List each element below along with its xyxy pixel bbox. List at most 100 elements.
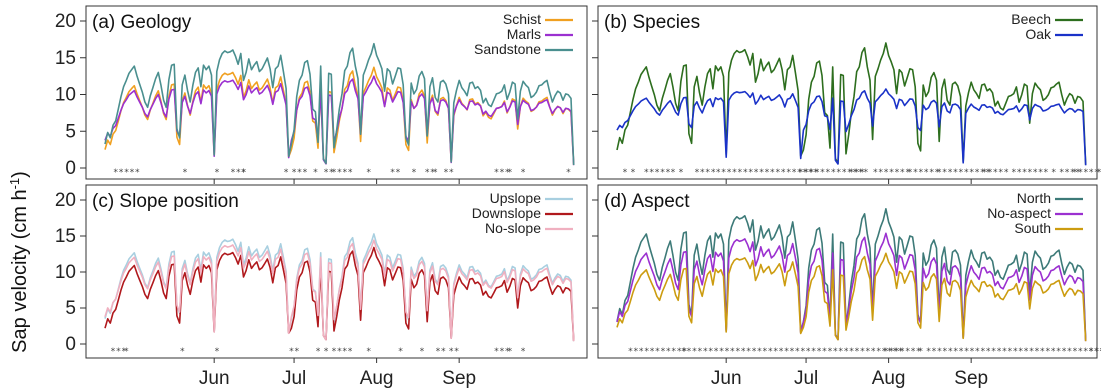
geology-significance-mark: * [214,168,219,178]
species-significance-mark: ******************* [716,168,819,178]
species-significance-mark: * [678,168,683,178]
geology-significance-mark: * [566,168,571,178]
geology-significance-mark: * [283,168,288,178]
species-significance-mark: ******* [873,168,911,178]
slope-significance-mark: * [214,347,219,357]
month-labels-right: Jun Jul Aug Sep [711,368,988,389]
species-significance-mark: * [630,168,635,178]
geology-series-sandstone [104,42,575,166]
month-label-left-Aug: Aug [360,368,394,389]
geology-legend-label-schist: Schist [503,11,541,27]
month-labels-left: Jun Jul Aug Sep [199,368,476,389]
species-series-oak [616,88,1087,166]
slope-significance-mark: ** [342,347,353,357]
aspect-legend-label-north: North [1017,190,1051,206]
geology-legend-label-sandstone: Sandstone [474,41,541,57]
y-axis-label-close: ) [9,171,31,178]
geology-significance-mark: *** [230,168,246,178]
slope-significance-mark: * [520,347,525,357]
geology-significance-mark: * [313,168,318,178]
y-axis-label-sup: -1 [7,178,22,190]
month-label-left-Sep: Sep [442,368,476,389]
geology-title: (a) Geology [92,12,192,33]
species-significance-mark: ****** [907,168,940,178]
slope-significance-mark: * [180,347,185,357]
species-significance-mark: * [670,168,675,178]
slope-significance-mark: *** [110,347,126,357]
month-label-left-Jun: Jun [199,368,230,389]
geology-significance-mark: * [241,168,246,178]
aspect-significance-mark: ****************************************… [681,347,903,357]
slope-significance-mark: ** [435,347,446,357]
geology-ytick-label-10: 10 [55,85,76,106]
slope-significance-mark: * [419,347,424,357]
aspect-series-south [616,252,1087,342]
geology-significance-mark: ***** [113,168,140,178]
species-significance-mark: *** [849,168,865,178]
geology-significance-mark: ** [390,168,401,178]
y-axis-label: Sap velocity (cm h-1) [7,171,32,353]
panel-slope: 0 5 10 15 20 (c) Slope position UpslopeDownslo… [55,184,588,363]
aspect-legend-label-south: South [1014,220,1051,236]
species-title: (b) Species [604,12,700,33]
species-frame [597,5,1098,180]
species-significance-mark: * [1051,168,1056,178]
slope-series-no-slope [104,239,575,342]
species-significance-mark: **** [694,168,716,178]
slope-significance-mark: * [323,347,328,357]
geology-significance-mark: * [182,168,187,178]
slope-ytick-label-20: 20 [55,190,76,211]
geology-legend-label-marls: Marls [507,26,541,42]
slope-title: (c) Slope position [92,191,239,212]
species-significance-mark: **** [1059,168,1081,178]
species-significance-mark: * [622,168,627,178]
species-significance-mark: ********** [937,168,991,178]
aspect-significance-mark: ******* [883,347,921,357]
slope-significance-mark: * [315,347,320,357]
geology-frame [85,5,588,180]
species-significance-mark: ***** [1072,168,1099,178]
slope-significance-mark: * [366,347,371,357]
aspect-significance-mark: **************************** [1088,347,1101,357]
slope-ytick-label-10: 10 [55,262,76,283]
y-axis-label-main: Sap velocity (cm h [9,189,31,352]
geology-significance-mark: ** [323,168,334,178]
month-label-right-Aug: Aug [872,368,906,389]
slope-significance-mark: * [398,347,403,357]
slope-significance-mark: ** [449,347,460,357]
month-label-right-Jun: Jun [711,368,742,389]
species-significance-mark: ***** [644,168,671,178]
species-significance-mark: ************* [798,168,868,178]
panel-aspect: (d) Aspect NorthNo-aspectSouth***********… [592,184,1101,363]
slope-legend-label-upslope: Upslope [490,190,542,206]
slope-legend-label-downslope: Downslope [472,205,541,221]
slope-series-downslope [104,246,575,342]
month-label-right-Sep: Sep [954,368,988,389]
geology-significance-mark: ** [443,168,454,178]
aspect-significance-mark: ********************************** [926,347,1101,357]
slope-significance-mark: ** [331,347,342,357]
slope-ytick-label-5: 5 [65,298,76,319]
slope-significance-mark: * [507,347,512,357]
aspect-significance-mark: * [918,347,923,357]
geology-significance-mark: * [411,168,416,178]
month-label-right-Jul: Jul [794,368,818,389]
slope-significance-mark: ** [289,347,300,357]
aspect-significance-mark: *********** [628,347,688,357]
geology-significance-mark: *** [291,168,307,178]
species-legend-label-beech: Beech [1011,11,1051,27]
geology-ytick-label-15: 15 [55,48,76,69]
slope-legend-label-no-slope: No-slope [485,220,541,236]
slope-ytick-label-0: 0 [65,334,76,355]
geology-ytick-label-5: 5 [65,121,76,142]
species-significance-mark: * [1043,168,1048,178]
slope-significance-mark: * [124,347,129,357]
geology-significance-mark: * [366,168,371,178]
aspect-title: (d) Aspect [604,191,690,212]
month-label-left-Jul: Jul [282,368,306,389]
geology-ytick-label-20: 20 [55,11,76,32]
slope-ytick-label-15: 15 [55,226,76,247]
